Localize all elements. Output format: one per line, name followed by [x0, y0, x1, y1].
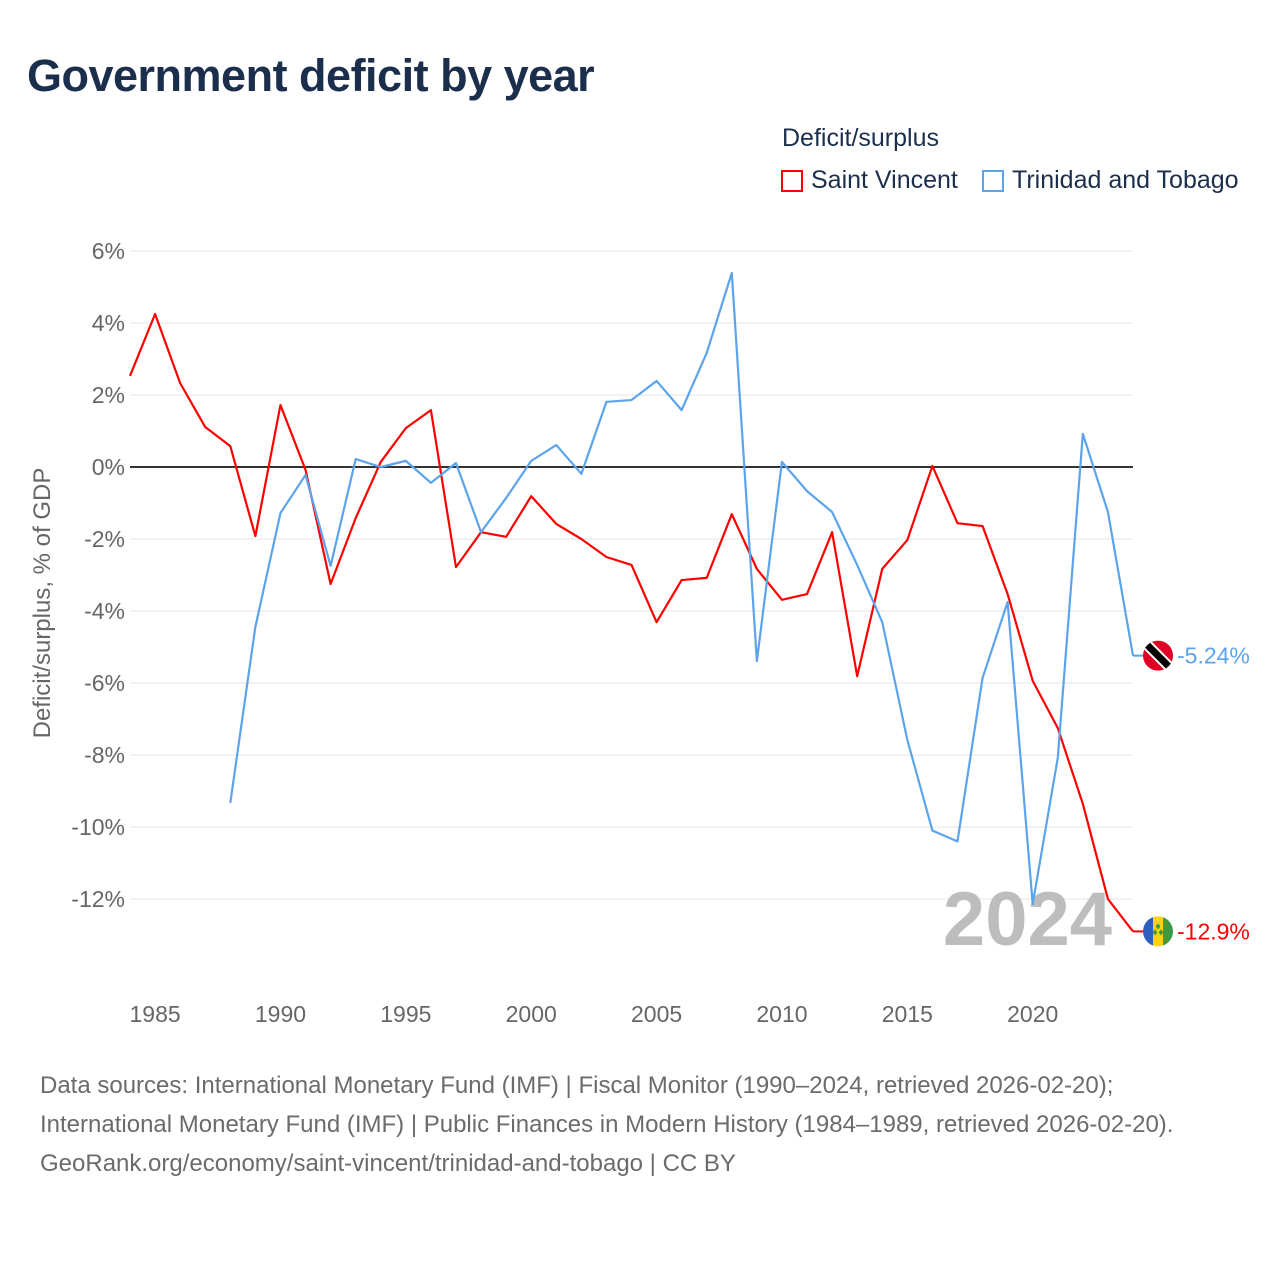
- x-tick-label: 1985: [129, 1001, 180, 1027]
- y-tick-label: -12%: [71, 886, 125, 912]
- source-link[interactable]: GeoRank.org/economy/saint-vincent/trinid…: [40, 1150, 736, 1177]
- x-tick-label: 1995: [380, 1001, 431, 1027]
- series-line-trinidad-and-tobago: [229, 271, 1135, 906]
- end-value-label: -5.24%: [1177, 643, 1250, 669]
- legend-label: Saint Vincent: [811, 166, 958, 194]
- flag-blue: [1143, 916, 1153, 947]
- flag-black-band: [1143, 640, 1173, 671]
- x-tick-label: 2020: [1007, 1001, 1058, 1027]
- y-tick-label: 0%: [92, 454, 125, 480]
- legend-label: Trinidad and Tobago: [1012, 166, 1239, 194]
- flag-green: [1163, 916, 1173, 947]
- legend-title: Deficit/surplus: [782, 124, 939, 152]
- flag-yellow: [1153, 916, 1163, 947]
- y-axis-ticks: 6% 4% 2% 0% -2% -4% -6% -8% -10% -12%: [71, 238, 125, 912]
- data-sources: Data sources: International Monetary Fun…: [40, 1072, 1174, 1138]
- gridlines: [130, 250, 1133, 900]
- x-axis-ticks: 1985 1990 1995 2000 2005 2010 2015 2020: [129, 1001, 1058, 1027]
- y-tick-label: 6%: [92, 238, 125, 264]
- y-axis-label: Deficit/surplus, % of GDP: [29, 468, 56, 739]
- flag: [1143, 640, 1173, 671]
- legend-swatch: [982, 169, 1004, 192]
- end-value-label: -12.9%: [1177, 918, 1250, 944]
- y-tick-label: 2%: [92, 382, 125, 408]
- y-tick-label: 4%: [92, 310, 125, 336]
- y-tick-label: -10%: [71, 814, 125, 840]
- legend-item-saint-vincent[interactable]: Saint Vincent: [781, 166, 958, 195]
- y-tick-label: -4%: [84, 598, 125, 624]
- series-lines: [128, 271, 1135, 933]
- flag-diamond: [1152, 929, 1158, 936]
- y-tick-label: -6%: [84, 670, 125, 696]
- saint-vincent-flag-icon: [1143, 916, 1173, 947]
- year-watermark: 2024: [943, 877, 1112, 962]
- legend-swatch: [781, 169, 803, 192]
- footer: Data sources: International Monetary Fun…: [40, 1066, 1240, 1183]
- x-tick-label: 2015: [882, 1001, 933, 1027]
- flag-diamond: [1155, 923, 1161, 930]
- trinidad-flag-icon: [1143, 640, 1173, 671]
- x-tick-label: 1990: [255, 1001, 306, 1027]
- x-tick-label: 2000: [506, 1001, 557, 1027]
- flag-diamond: [1158, 929, 1164, 936]
- y-tick-label: -8%: [84, 742, 125, 768]
- x-tick-label: 2005: [631, 1001, 682, 1027]
- page-title: Government deficit by year: [27, 50, 595, 101]
- end-labels: -12.9% -5.24%: [1133, 640, 1250, 947]
- y-tick-label: -2%: [84, 526, 125, 552]
- flag: [1143, 916, 1173, 947]
- x-tick-label: 2010: [756, 1001, 807, 1027]
- legend-item-trinidad-and-tobago[interactable]: Trinidad and Tobago: [982, 166, 1239, 195]
- series-line-saint-vincent: [128, 312, 1134, 933]
